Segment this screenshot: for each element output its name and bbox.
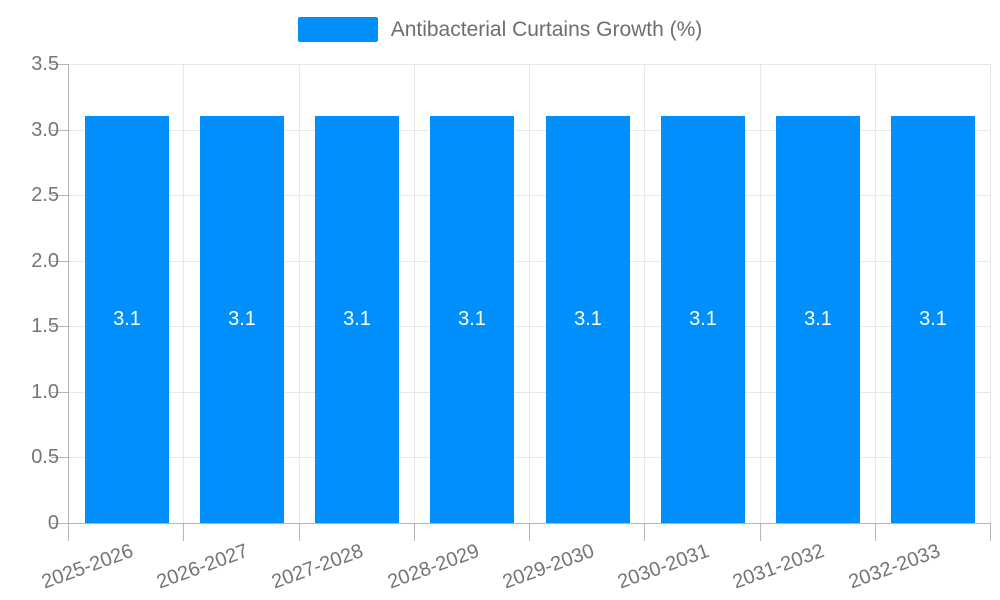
bar-value-label: 3.1: [343, 308, 371, 330]
legend-label: Antibacterial Curtains Growth (%): [390, 17, 703, 41]
x-tick-label: 2025-2026: [38, 540, 137, 594]
legend-item[interactable]: Antibacterial Curtains Growth (%): [0, 17, 1000, 42]
v-gridline: [990, 64, 991, 523]
x-tick: [760, 523, 761, 541]
y-tick-label: 3.0: [31, 118, 59, 141]
h-gridline: [69, 64, 991, 65]
bar-value-label: 3.1: [113, 308, 141, 330]
y-tick: [51, 457, 69, 459]
plot-area: 3.1 3.1 3.1 3.1 3.1 3.1 3.1 3.1: [69, 64, 991, 523]
x-tick: [875, 523, 876, 541]
v-gridline: [299, 64, 300, 523]
x-axis-line: [55, 523, 991, 524]
bar-value-label: 3.1: [919, 308, 947, 330]
bar[interactable]: [546, 116, 630, 523]
y-tick: [51, 326, 69, 328]
h-gridline: [69, 195, 991, 197]
bar[interactable]: [85, 116, 169, 523]
x-tick: [414, 523, 415, 541]
y-tick-label: 2.5: [31, 184, 59, 207]
h-gridline: [69, 260, 991, 262]
v-gridline: [760, 64, 761, 523]
legend-swatch: [297, 17, 378, 42]
bar-value-label: 3.1: [689, 308, 717, 330]
y-tick: [51, 523, 69, 524]
x-tick-label: 2028-2029: [384, 540, 482, 594]
x-tick: [183, 523, 184, 541]
bar-value-label: 3.1: [804, 308, 832, 330]
bar[interactable]: [891, 116, 975, 523]
y-tick: [51, 64, 69, 65]
bar-value-label: 3.1: [228, 308, 256, 330]
y-axis-line: [68, 64, 69, 523]
y-tick-label: 1.0: [31, 380, 59, 403]
x-tick-label: 2029-2030: [499, 540, 598, 594]
h-gridline: [69, 129, 991, 131]
bar-value-label: 3.1: [574, 308, 602, 330]
y-tick: [51, 391, 69, 393]
x-tick: [990, 523, 991, 541]
v-gridline: [183, 64, 184, 523]
v-gridline: [875, 64, 876, 523]
y-tick-label: 3.5: [31, 53, 59, 75]
v-gridline: [414, 64, 415, 523]
bar[interactable]: [661, 116, 745, 523]
v-gridline: [644, 64, 645, 523]
x-tick-label: 2032-2033: [845, 540, 943, 594]
h-gridline: [69, 457, 991, 459]
y-tick-label: 1.5: [31, 315, 59, 338]
x-tick: [644, 523, 645, 541]
x-tick-label: 2027-2028: [269, 540, 367, 594]
x-tick-label: 2030-2031: [614, 540, 713, 594]
x-tick: [529, 523, 530, 541]
bar[interactable]: [200, 116, 284, 523]
v-gridline: [529, 64, 530, 523]
x-tick-label: 2026-2027: [153, 540, 252, 594]
bar-value-label: 3.1: [458, 308, 486, 330]
y-tick: [51, 195, 69, 197]
y-tick: [51, 260, 69, 262]
h-gridline: [69, 326, 991, 328]
y-tick-label: 2.0: [31, 249, 59, 272]
bar[interactable]: [315, 116, 399, 523]
bar[interactable]: [430, 116, 514, 523]
y-tick-label: 0: [47, 512, 59, 534]
x-tick: [299, 523, 300, 541]
y-tick-label: 0.5: [31, 446, 59, 469]
x-tick-label: 2031-2032: [730, 540, 828, 594]
y-tick: [51, 129, 69, 131]
x-tick: [68, 523, 69, 541]
h-gridline: [69, 391, 991, 393]
bar[interactable]: [776, 116, 860, 523]
